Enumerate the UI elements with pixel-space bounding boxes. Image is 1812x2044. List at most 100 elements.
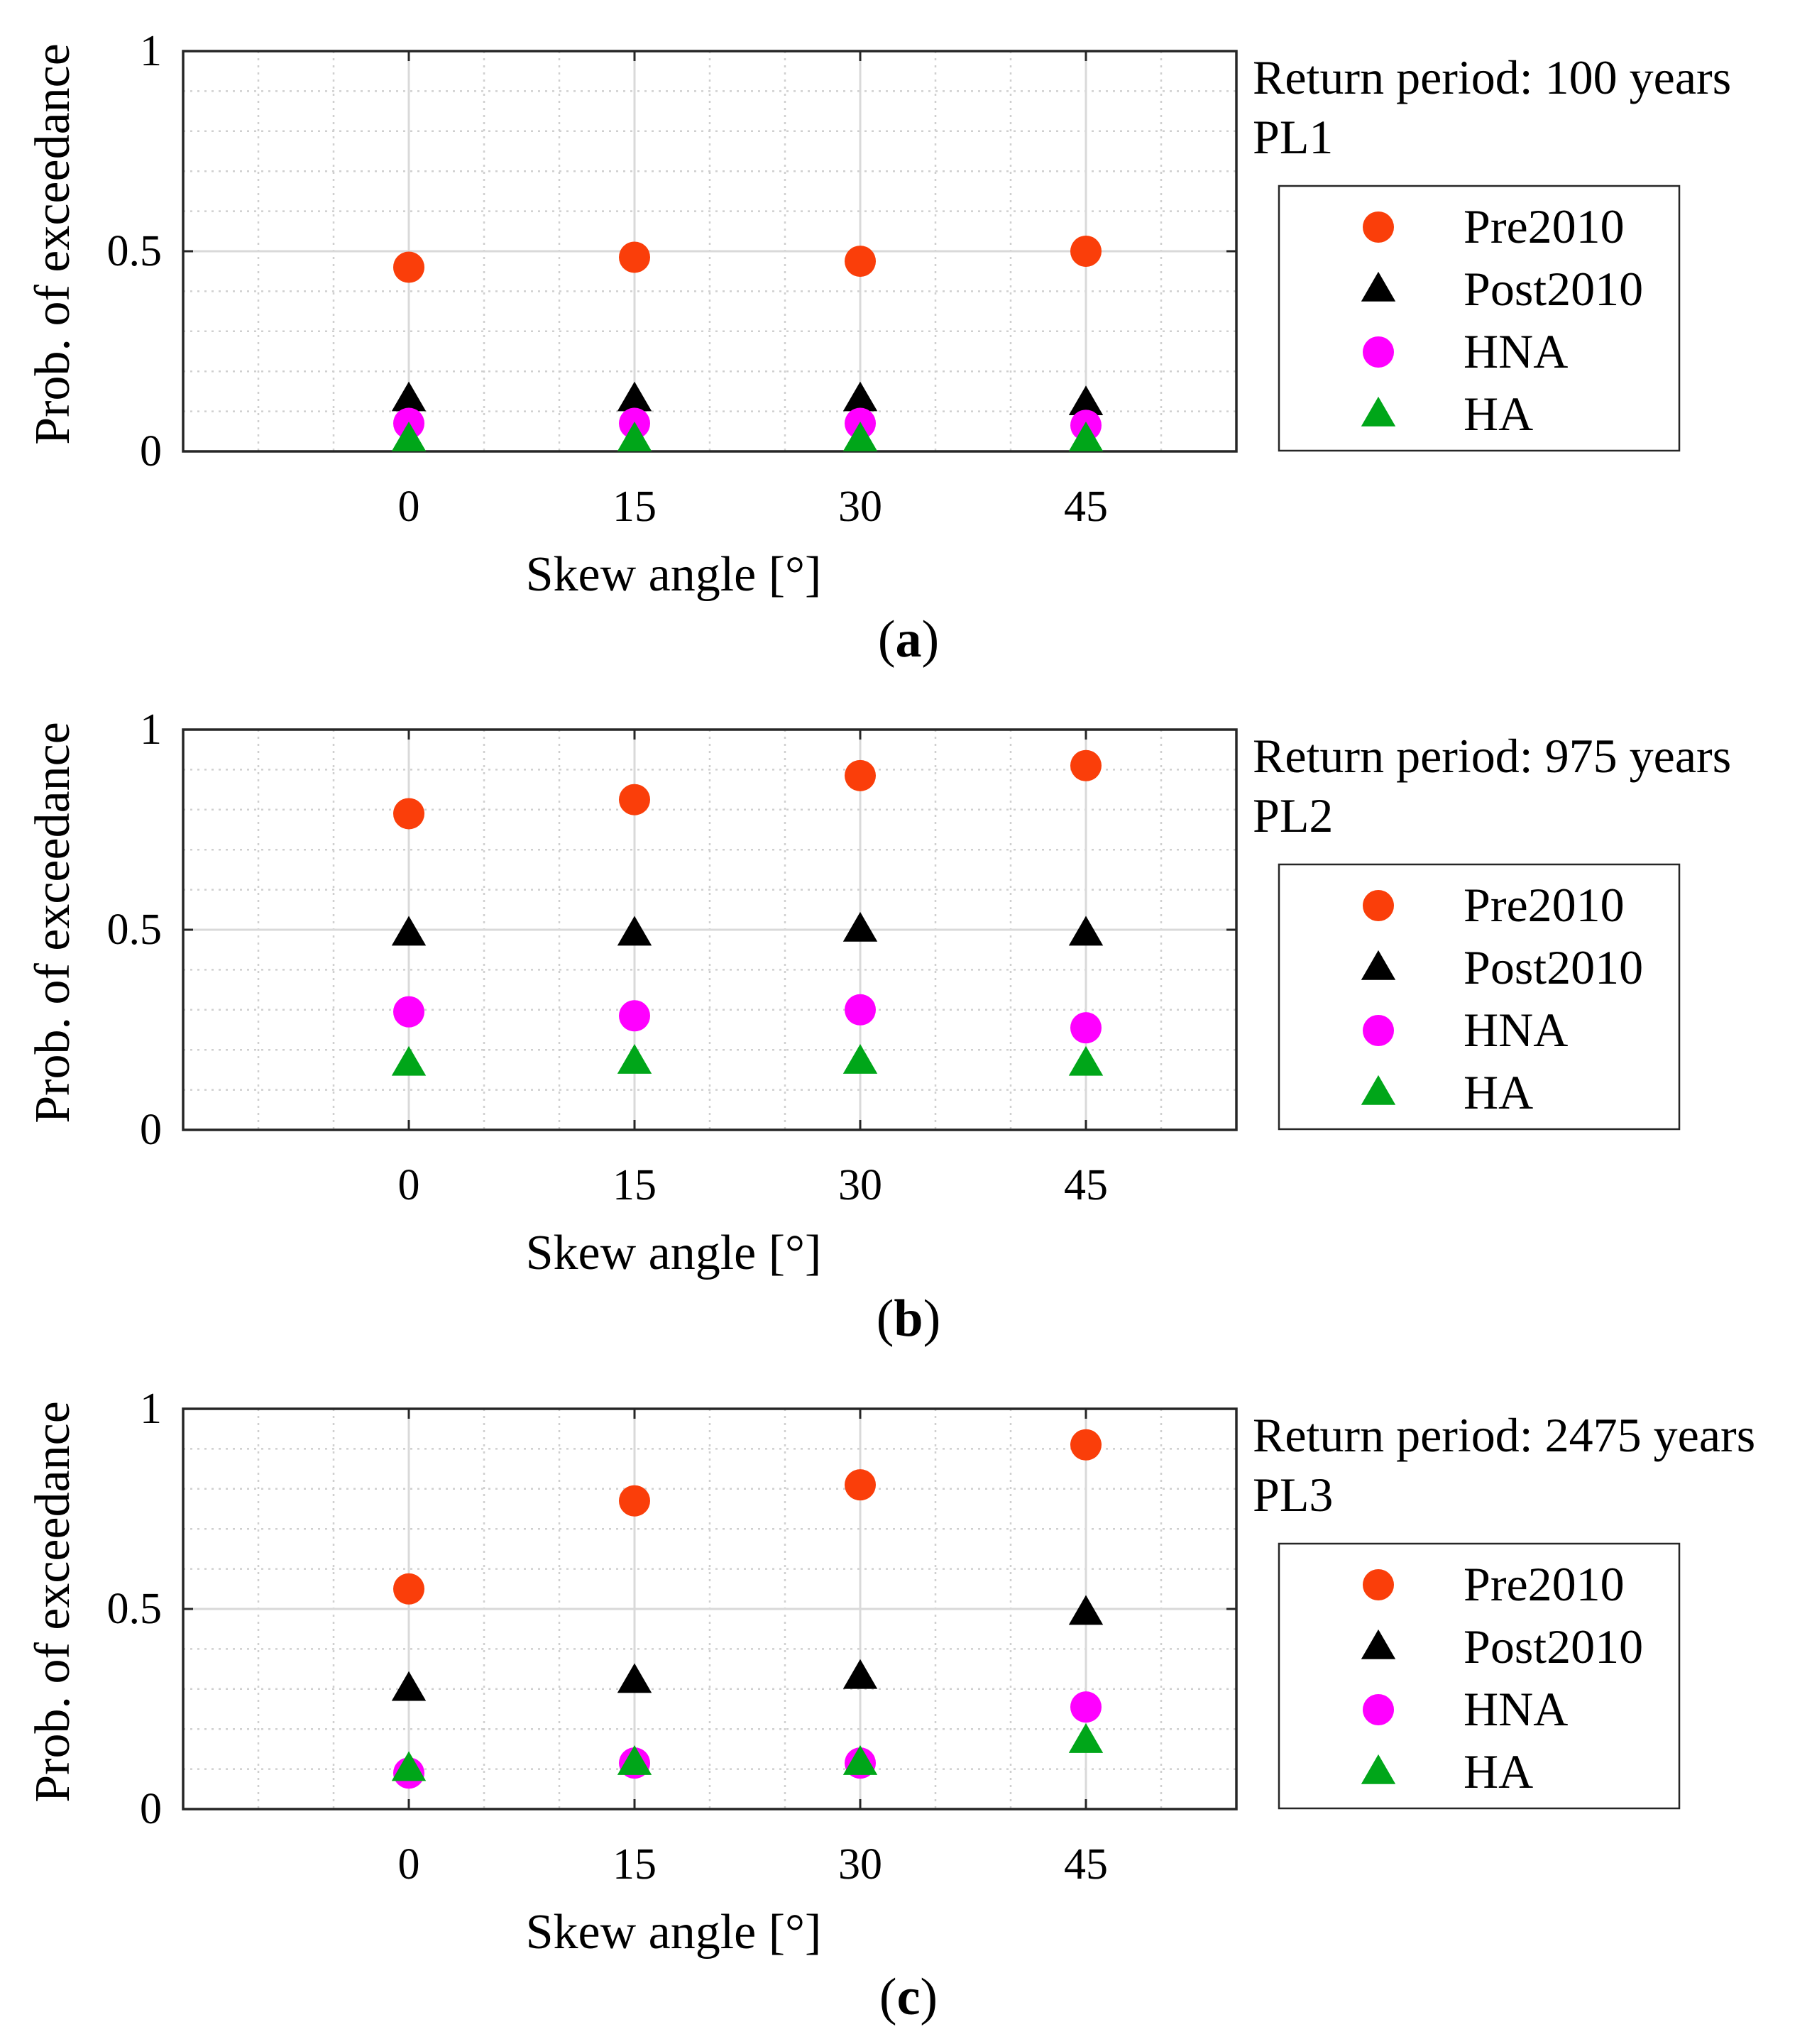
point-pre2010-skew-30 bbox=[845, 246, 876, 278]
data-points bbox=[391, 236, 1104, 451]
performance-level-label: PL3 bbox=[1253, 1468, 1333, 1522]
point-pre2010-skew-30 bbox=[845, 759, 876, 791]
legend-label: HNA bbox=[1464, 324, 1568, 378]
panel-b: 0 15 30 45 0 0.5 1 Skew angle [°] Prob. of excee… bbox=[26, 705, 1731, 1348]
x-tick-label: 45 bbox=[1064, 1840, 1108, 1889]
legend-label: Pre2010 bbox=[1464, 878, 1625, 932]
point-ha-skew-0 bbox=[391, 422, 427, 451]
point-ha-skew-15 bbox=[617, 1745, 652, 1775]
x-tick-label: 45 bbox=[1064, 483, 1108, 531]
point-ha-skew-0 bbox=[391, 1751, 427, 1781]
point-pre2010-skew-30 bbox=[845, 1469, 876, 1501]
x-tick-label: 30 bbox=[838, 1161, 882, 1209]
x-axis-label: Skew angle [°] bbox=[526, 1905, 822, 1960]
point-hna-skew-45 bbox=[1070, 1691, 1102, 1723]
legend-label: Post2010 bbox=[1464, 262, 1643, 316]
legend-label: HNA bbox=[1464, 1682, 1568, 1736]
panel-c: 0 15 30 45 0 0.5 1 Skew angle [°] Prob. of excee… bbox=[26, 1385, 1755, 2026]
panel-caption: (c) bbox=[879, 1968, 938, 2026]
point-post2010-skew-15 bbox=[617, 1663, 652, 1693]
point-pre2010-skew-0 bbox=[393, 1573, 424, 1605]
x-tick-label: 0 bbox=[398, 483, 420, 531]
legend: Pre2010 Post2010 HNA HA bbox=[1278, 1542, 1681, 1810]
x-tick-label: 30 bbox=[838, 483, 882, 531]
performance-level-label: PL1 bbox=[1253, 110, 1333, 164]
point-hna-skew-30 bbox=[845, 994, 876, 1026]
panel-caption-letter: a bbox=[896, 610, 922, 669]
point-ha-skew-45 bbox=[1068, 1045, 1104, 1076]
legend-marker-pre2010 bbox=[1363, 1569, 1394, 1600]
x-tick-label: 0 bbox=[398, 1161, 420, 1209]
point-pre2010-skew-45 bbox=[1070, 1429, 1102, 1461]
point-pre2010-skew-0 bbox=[393, 798, 424, 830]
y-tick-label: 0.5 bbox=[107, 906, 163, 954]
y-tick-label: 0.5 bbox=[107, 1585, 163, 1633]
y-tick-label: 1 bbox=[140, 705, 162, 754]
legend-label: Post2010 bbox=[1464, 940, 1643, 994]
panel-a: 0 15 30 45 0 0.5 1 Skew angle [°] Prob. of excee… bbox=[26, 27, 1731, 669]
point-ha-skew-30 bbox=[842, 422, 878, 451]
point-post2010-skew-45 bbox=[1068, 385, 1104, 416]
major-grid bbox=[183, 1409, 1236, 1809]
x-tick-label: 15 bbox=[613, 1840, 657, 1889]
legend-label: HA bbox=[1464, 1744, 1533, 1798]
legend-marker-post2010 bbox=[1361, 1629, 1396, 1659]
return-period-label: Return period: 2475 years bbox=[1253, 1408, 1755, 1462]
x-tick-label: 15 bbox=[613, 1161, 657, 1209]
point-hna-skew-15 bbox=[619, 1000, 650, 1032]
return-period-label: Return period: 975 years bbox=[1253, 729, 1731, 783]
x-tick-label: 30 bbox=[838, 1840, 882, 1889]
legend-marker-pre2010 bbox=[1363, 211, 1394, 243]
point-post2010-skew-15 bbox=[617, 916, 652, 946]
point-ha-skew-45 bbox=[1068, 1723, 1104, 1753]
point-pre2010-skew-15 bbox=[619, 241, 650, 273]
point-pre2010-skew-45 bbox=[1070, 749, 1102, 781]
point-ha-skew-0 bbox=[391, 1045, 427, 1076]
legend-marker-post2010 bbox=[1361, 950, 1396, 980]
point-post2010-skew-30 bbox=[842, 911, 878, 942]
legend: Pre2010 Post2010 HNA HA bbox=[1278, 863, 1681, 1131]
legend-box bbox=[1278, 185, 1681, 452]
point-post2010-skew-0 bbox=[391, 916, 427, 946]
point-hna-skew-0 bbox=[393, 996, 424, 1028]
data-points bbox=[391, 749, 1104, 1076]
panel-caption: (b) bbox=[877, 1290, 940, 1348]
y-tick-label: 0 bbox=[140, 1785, 162, 1833]
panel-caption-letter: b bbox=[894, 1290, 923, 1348]
legend-marker-hna bbox=[1363, 1694, 1394, 1725]
point-post2010-skew-45 bbox=[1068, 916, 1104, 946]
point-ha-skew-15 bbox=[617, 1044, 652, 1074]
point-ha-skew-30 bbox=[842, 1044, 878, 1074]
point-pre2010-skew-15 bbox=[619, 784, 650, 815]
x-tick-label: 15 bbox=[613, 483, 657, 531]
point-pre2010-skew-15 bbox=[619, 1485, 650, 1517]
legend-marker-post2010 bbox=[1361, 271, 1396, 302]
legend-label: HA bbox=[1464, 1065, 1533, 1119]
legend-marker-ha bbox=[1361, 1075, 1396, 1105]
x-tick-label: 45 bbox=[1064, 1161, 1108, 1209]
point-post2010-skew-0 bbox=[391, 381, 427, 412]
legend-marker-ha bbox=[1361, 396, 1396, 427]
legend-marker-pre2010 bbox=[1363, 890, 1394, 921]
point-hna-skew-45 bbox=[1070, 1012, 1102, 1044]
point-pre2010-skew-0 bbox=[393, 251, 424, 283]
legend-marker-hna bbox=[1363, 1015, 1394, 1046]
legend-label: HA bbox=[1464, 387, 1533, 441]
point-ha-skew-30 bbox=[842, 1745, 878, 1775]
point-ha-skew-15 bbox=[617, 422, 652, 451]
y-tick-label: 0 bbox=[140, 1106, 162, 1154]
point-post2010-skew-0 bbox=[391, 1671, 427, 1701]
panel-caption: (a) bbox=[878, 610, 939, 669]
legend-box bbox=[1278, 863, 1681, 1131]
legend-label: HNA bbox=[1464, 1003, 1568, 1057]
panel-caption-letter: c bbox=[897, 1968, 921, 2026]
legend-label: Post2010 bbox=[1464, 1620, 1643, 1674]
x-axis-label: Skew angle [°] bbox=[526, 547, 822, 602]
y-tick-label: 0 bbox=[140, 427, 162, 476]
y-tick-label: 1 bbox=[140, 1385, 162, 1433]
y-axis-label: Prob. of exceedance bbox=[26, 722, 80, 1123]
legend: Pre2010 Post2010 HNA HA bbox=[1278, 185, 1681, 452]
legend-marker-hna bbox=[1363, 336, 1394, 368]
y-tick-label: 0.5 bbox=[107, 227, 163, 275]
